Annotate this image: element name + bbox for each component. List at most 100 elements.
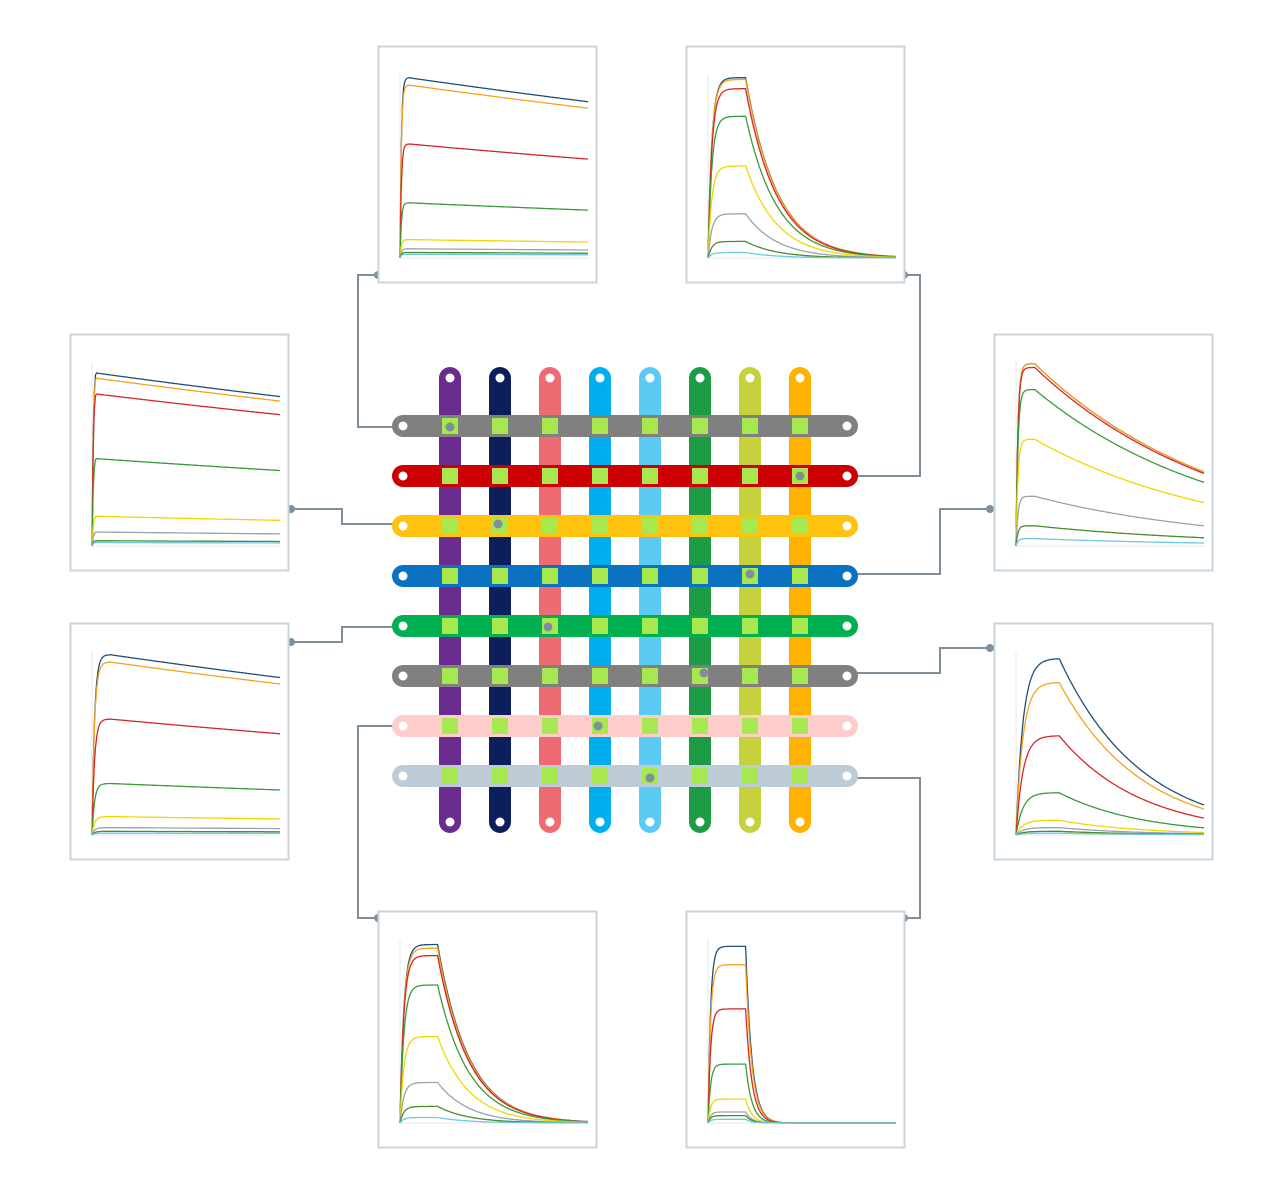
sensorgram-curve	[91, 531, 280, 547]
sensorgram-curve	[1015, 537, 1204, 547]
sensorgram-curve	[399, 1116, 588, 1124]
interaction-spot	[442, 468, 458, 484]
panel-frame	[377, 910, 598, 1149]
channel-port	[745, 373, 755, 383]
sensorgram-curve	[1015, 827, 1205, 836]
interaction-spot	[792, 668, 808, 684]
sensorgram-curve	[399, 238, 589, 259]
interaction-spot	[692, 768, 708, 784]
sensorgram-curve	[1015, 819, 1204, 836]
channel-port	[595, 817, 605, 827]
channel-port	[842, 621, 852, 631]
sensorgram-curve	[91, 515, 280, 547]
interaction-spot	[692, 418, 708, 434]
channel-port	[745, 817, 755, 827]
interaction-spot	[442, 718, 458, 734]
interaction-spot	[592, 768, 608, 784]
interaction-spot	[592, 568, 608, 584]
sensorgram-curve	[1015, 525, 1205, 547]
panel-frame	[993, 333, 1214, 572]
sensorgram-curve	[91, 830, 280, 836]
channel-port	[842, 771, 852, 781]
sensorgram-curve	[91, 457, 280, 547]
interaction-spot	[642, 618, 658, 634]
sensorgram-curve	[1015, 735, 1205, 836]
sensorgram-panel	[685, 910, 906, 1149]
interaction-spot	[692, 718, 708, 734]
interaction-spot	[742, 668, 758, 684]
interaction-spot	[792, 768, 808, 784]
interaction-spot	[542, 768, 558, 784]
vertical-channels	[439, 367, 811, 833]
sensorgram-curve	[91, 393, 281, 547]
connector-pin	[986, 505, 994, 513]
connector-lines	[291, 274, 990, 919]
sensorgram-panel	[993, 622, 1214, 861]
sensorgram-curve	[91, 782, 280, 836]
sensorgram-curve	[91, 372, 281, 547]
interaction-spot	[492, 618, 508, 634]
sensorgram-curve	[1015, 658, 1205, 836]
interaction-spot	[642, 418, 658, 434]
interaction-spot	[592, 468, 608, 484]
sensorgram-curve	[707, 1118, 896, 1124]
channel-port	[795, 373, 805, 383]
interaction-spot	[792, 418, 808, 434]
interaction-spot	[542, 418, 558, 434]
channel-ports	[398, 373, 852, 827]
interaction-spot	[742, 518, 758, 534]
channel-port	[495, 817, 505, 827]
channel-port	[842, 471, 852, 481]
interaction-spot	[692, 618, 708, 634]
sensorgram-curve	[91, 815, 280, 836]
interaction-spot	[442, 618, 458, 634]
channel-port	[398, 621, 408, 631]
channel-port	[842, 671, 852, 681]
interaction-spot	[492, 718, 508, 734]
connector-pin	[795, 471, 805, 481]
channel-port	[398, 421, 408, 431]
interaction-spot	[792, 568, 808, 584]
sensorgram-curve	[91, 661, 281, 836]
panel-frame	[69, 622, 290, 861]
sensorgram-curve	[91, 540, 280, 547]
channel-port	[695, 373, 705, 383]
interaction-spot	[442, 518, 458, 534]
sensorgram-curve	[399, 954, 588, 1124]
interaction-spot	[642, 668, 658, 684]
sensorgram-curve	[91, 654, 281, 836]
channel-port	[398, 571, 408, 581]
channel-port	[842, 721, 852, 731]
interaction-spot	[492, 418, 508, 434]
interaction-spot	[592, 418, 608, 434]
channel-port	[445, 373, 455, 383]
sensorgram-curve	[91, 826, 280, 836]
channel-port	[445, 817, 455, 827]
sensorgram-panel	[69, 622, 290, 861]
channel-port	[398, 721, 408, 731]
sensorgram-curve	[91, 541, 280, 547]
panel-frame	[69, 333, 290, 572]
sensorgram-curve	[399, 984, 589, 1124]
interaction-spot	[692, 468, 708, 484]
sensorgram-curve	[399, 84, 589, 259]
sensorgram-curve	[91, 377, 281, 547]
connector-pin	[593, 721, 603, 731]
interaction-spot	[792, 618, 808, 634]
interaction-spot	[692, 568, 708, 584]
sensorgram-curve	[1015, 681, 1205, 836]
interaction-spot	[542, 668, 558, 684]
sensorgram-curve	[1015, 363, 1205, 547]
sensorgram-curve	[1015, 366, 1205, 547]
sensorgram-curve	[1015, 495, 1205, 547]
sensorgram-curve	[1015, 832, 1204, 836]
interaction-spot	[642, 568, 658, 584]
sensorgram-curve	[399, 251, 588, 259]
sensorgram-panel	[69, 333, 290, 572]
channel-port	[842, 521, 852, 531]
interaction-spot	[442, 668, 458, 684]
channel-port	[545, 373, 555, 383]
interaction-spot	[642, 718, 658, 734]
